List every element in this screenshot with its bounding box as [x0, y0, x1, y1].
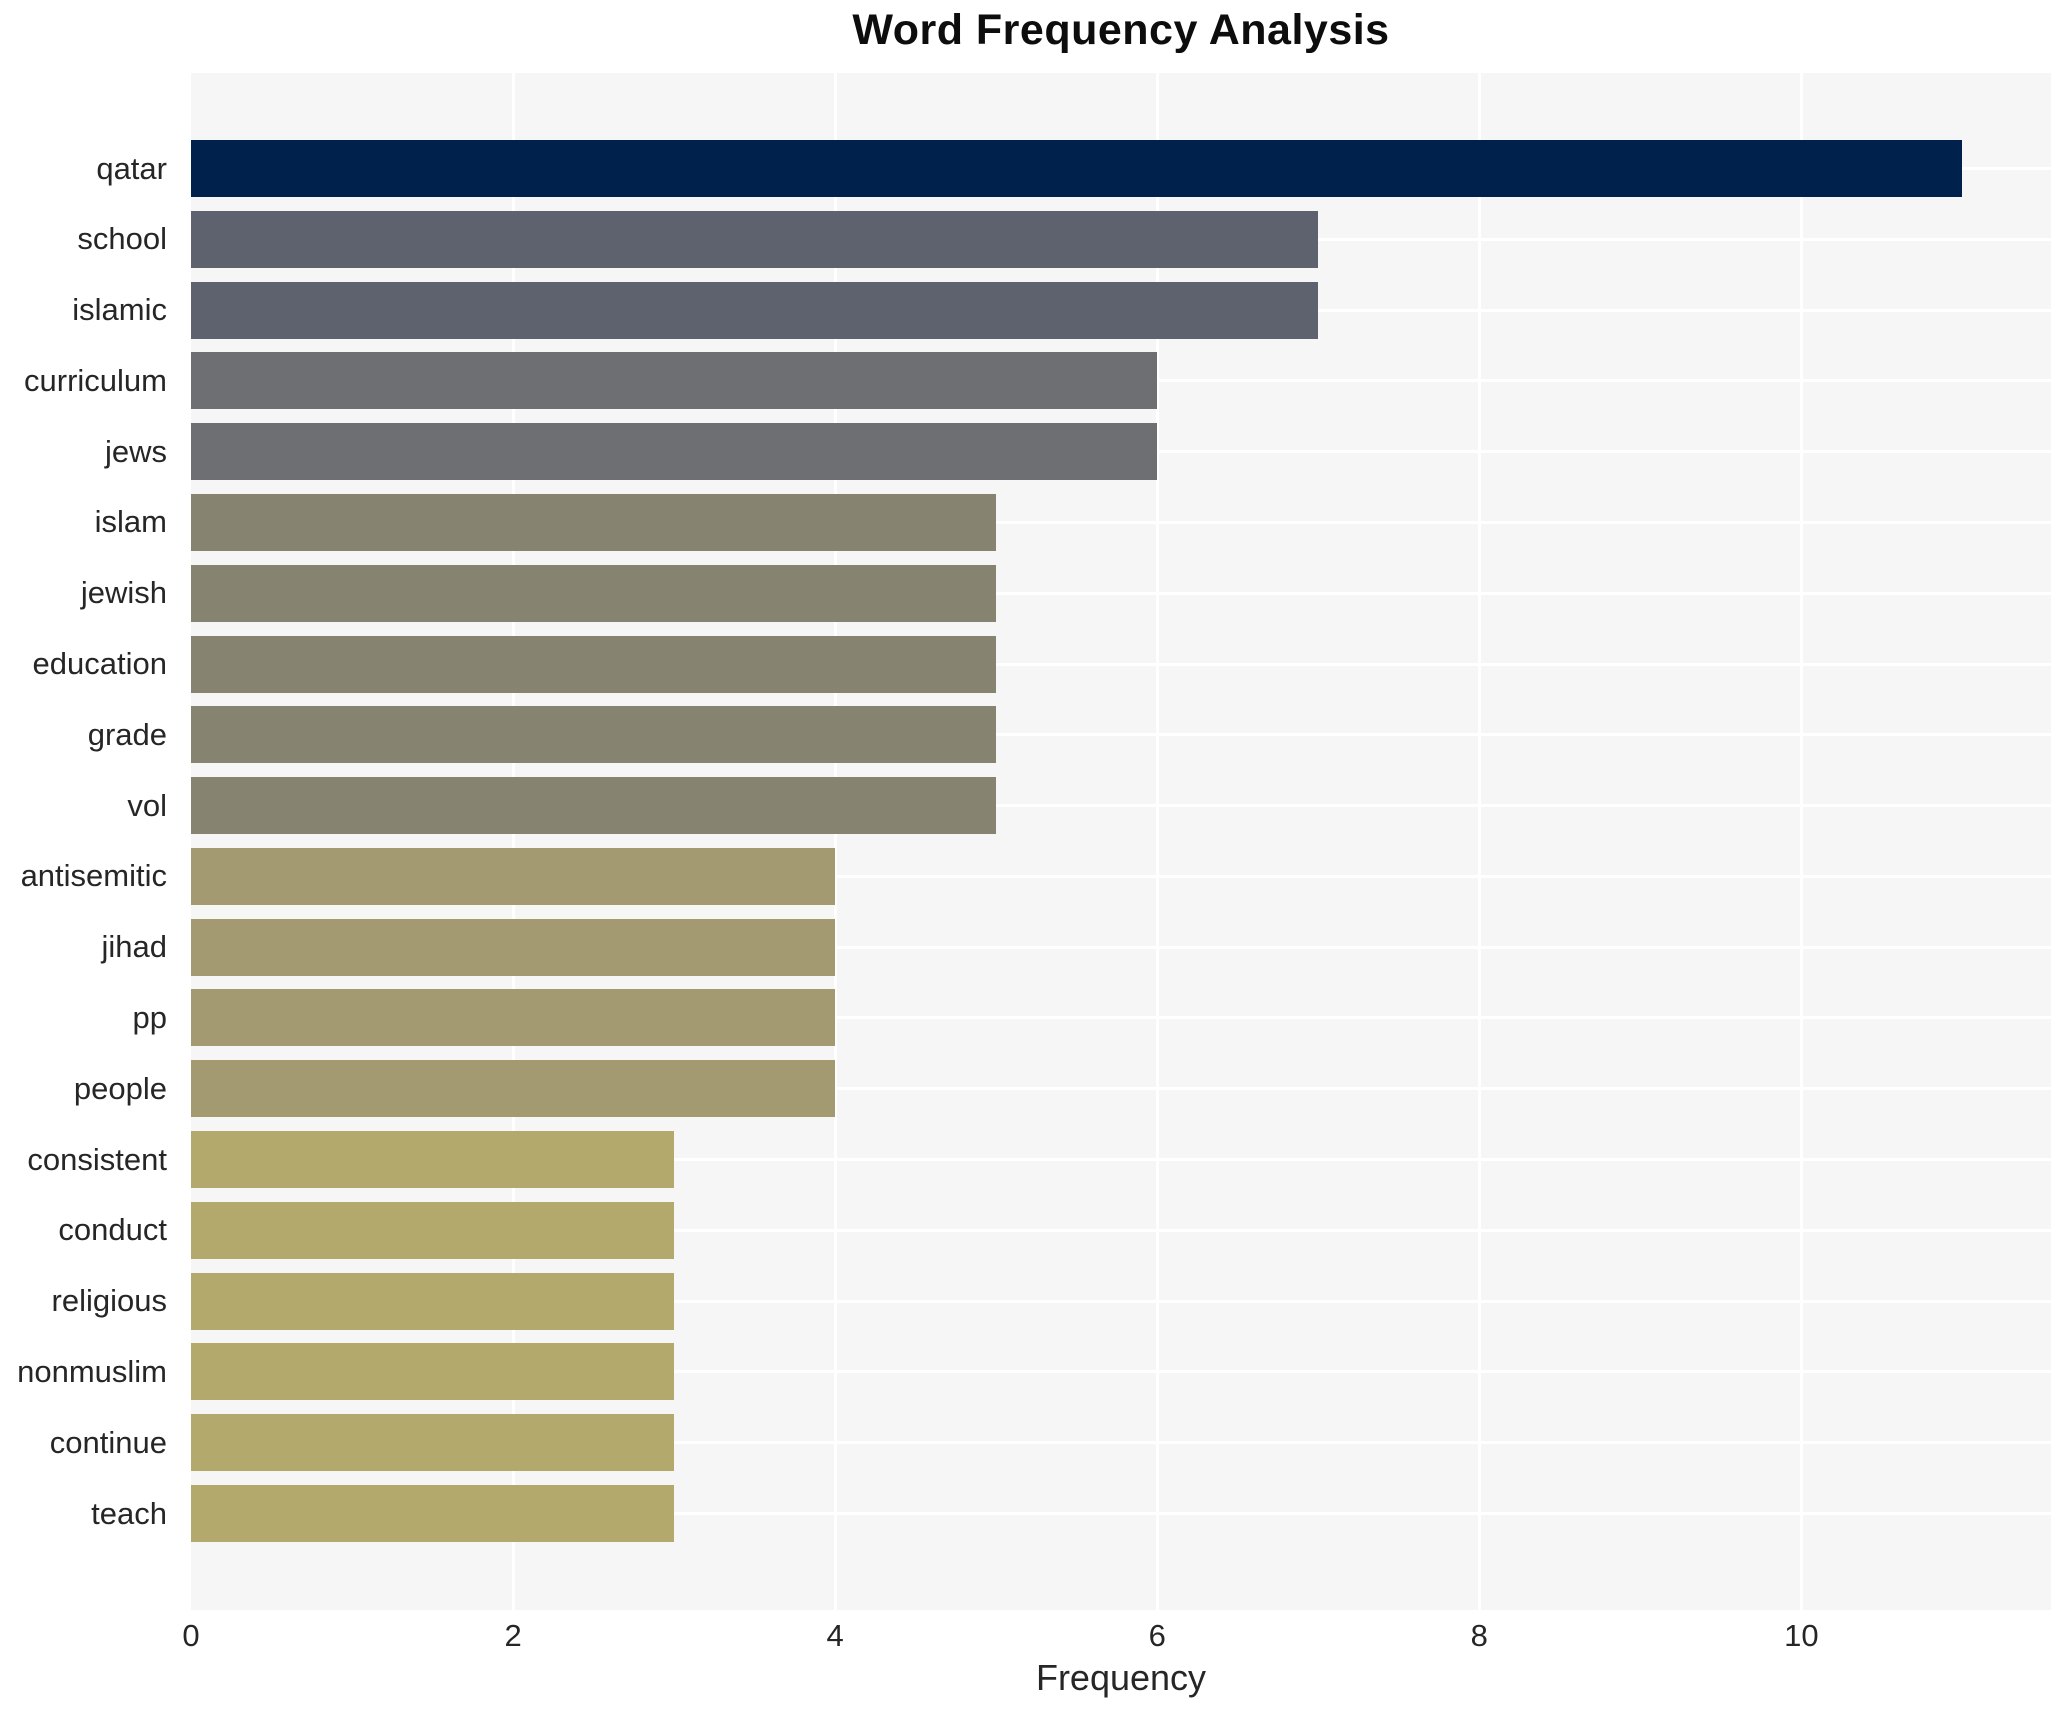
y-tick-label: grade — [87, 716, 167, 752]
x-tick-label: 2 — [504, 1618, 522, 1653]
bar-conduct — [191, 1201, 675, 1259]
bar-continue — [191, 1414, 675, 1472]
y-tick-label: nonmuslim — [17, 1353, 167, 1389]
bar-teach — [191, 1485, 675, 1542]
gridline-horizontal — [191, 945, 2051, 949]
x-tick-label: 6 — [1148, 1618, 1166, 1653]
y-tick-label: teach — [91, 1495, 167, 1531]
y-tick-label: jews — [104, 433, 167, 469]
x-tick-label: 8 — [1470, 1618, 1488, 1653]
bar-jews — [191, 423, 1158, 481]
y-tick-label: curriculum — [24, 362, 167, 398]
gridline-horizontal — [191, 1158, 2051, 1162]
y-axis-labels: qatar school islamic curriculum jews islam jew… — [0, 73, 179, 1610]
y-tick-label: islamic — [72, 292, 167, 328]
y-tick-label: vol — [127, 787, 167, 823]
bar-islamic — [191, 281, 1319, 339]
gridline-horizontal — [191, 1441, 2051, 1445]
x-tick-label: 10 — [1784, 1618, 1819, 1653]
gridline-vertical — [1155, 73, 1159, 1610]
y-tick-label: people — [73, 1070, 167, 1106]
y-tick-label: jewish — [80, 575, 167, 611]
bar-nonmuslim — [191, 1343, 675, 1401]
y-tick-label: religious — [51, 1283, 167, 1319]
bar-curriculum — [191, 352, 1158, 410]
bar-grade — [191, 706, 997, 764]
gridline-vertical — [511, 73, 515, 1610]
gridline-horizontal — [191, 591, 2051, 595]
bar-islam — [191, 493, 997, 551]
y-tick-label: conduct — [58, 1212, 167, 1248]
bar-religious — [191, 1272, 675, 1330]
plot-area — [191, 73, 2051, 1610]
bar-pp — [191, 989, 836, 1047]
y-tick-label: islam — [94, 504, 167, 540]
y-tick-label: education — [32, 646, 167, 682]
bar-education — [191, 635, 997, 693]
gridline-horizontal — [191, 804, 2051, 808]
gridline-vertical — [833, 73, 837, 1610]
bar-consistent — [191, 1131, 675, 1189]
gridline-horizontal — [191, 1299, 2051, 1303]
x-axis-label: Frequency — [1035, 1657, 1207, 1698]
bar-jihad — [191, 918, 836, 976]
x-tick-label: 4 — [826, 1618, 844, 1653]
bar-jewish — [191, 564, 997, 622]
x-axis: 0 2 4 6 8 10 — [0, 1618, 2070, 1658]
chart-title: Word Frequency Analysis — [852, 6, 1390, 54]
bar-qatar — [191, 140, 1963, 197]
y-tick-label: school — [77, 221, 167, 257]
gridline-horizontal — [191, 1016, 2051, 1020]
y-tick-label: pp — [132, 999, 167, 1035]
gridline-horizontal — [191, 1512, 2051, 1515]
gridline-vertical — [1799, 73, 1803, 1610]
gridline-horizontal — [191, 662, 2051, 666]
gridline-vertical — [1477, 73, 1481, 1610]
gridline-horizontal — [191, 1087, 2051, 1091]
y-tick-label: consistent — [27, 1141, 167, 1177]
y-tick-label: qatar — [96, 150, 167, 186]
y-tick-label: jihad — [101, 929, 168, 965]
gridline-horizontal — [191, 1228, 2051, 1232]
gridline-horizontal — [191, 874, 2051, 878]
gridline-horizontal — [191, 1370, 2051, 1374]
gridline-horizontal — [191, 733, 2051, 737]
x-tick-label: 0 — [182, 1618, 200, 1653]
gridline-horizontal — [191, 520, 2051, 524]
bar-vol — [191, 777, 997, 835]
y-tick-label: continue — [49, 1424, 167, 1460]
bar-school — [191, 210, 1319, 268]
bar-antisemitic — [191, 847, 836, 905]
y-tick-label: antisemitic — [20, 858, 167, 894]
bar-people — [191, 1060, 836, 1118]
